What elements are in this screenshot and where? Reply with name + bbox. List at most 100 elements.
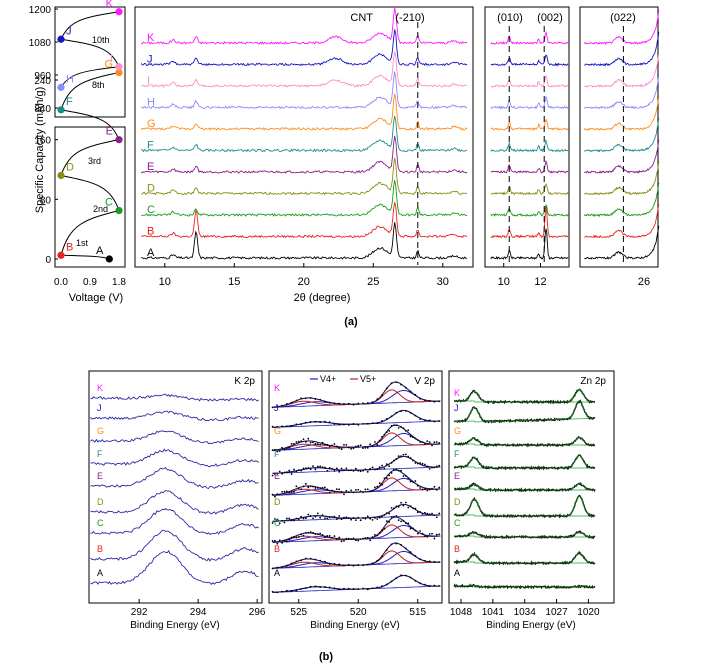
v-data-point (319, 487, 322, 490)
v-data-point (428, 533, 431, 535)
v-series-label: F (274, 449, 280, 459)
v-data-point (433, 400, 436, 403)
v-data-point (295, 560, 298, 563)
v-data-point (419, 530, 422, 532)
v-data-point (381, 420, 383, 422)
v-data-point (390, 516, 393, 518)
v-data-point (295, 517, 298, 520)
v-series-label: D (274, 497, 281, 507)
xrd-series-right-G (583, 96, 660, 131)
v-data-point (276, 405, 279, 407)
v-data-point (438, 441, 441, 444)
v-data-point (350, 518, 353, 521)
v-data-point (357, 564, 360, 566)
v-data-point (271, 493, 274, 496)
v-data-point (362, 537, 364, 540)
v-data-point (295, 399, 298, 402)
v-data-point (371, 489, 374, 492)
v-data-point (366, 515, 369, 518)
k-series-label: K (97, 383, 103, 393)
v-data-point (371, 587, 374, 590)
v-data-point (412, 459, 414, 462)
v-data-point (285, 471, 288, 474)
xrd-series-H (141, 71, 468, 110)
v-data-point (385, 549, 388, 551)
v-data-point (433, 466, 436, 469)
v-data-point (285, 425, 288, 428)
v-data-point (364, 537, 367, 539)
v-data-point (297, 440, 300, 443)
v-data-point (335, 467, 338, 470)
k-series-K (90, 393, 259, 402)
v-frame (268, 370, 443, 604)
v-data-point (416, 532, 419, 535)
v-data-point (390, 382, 393, 385)
v-data-point (345, 537, 348, 540)
v-data-point (271, 590, 274, 593)
v-data-point (388, 465, 391, 468)
v-data-point (343, 516, 345, 519)
v-data-point (388, 520, 391, 523)
v-data-point (300, 488, 303, 491)
v-data-point (414, 437, 417, 440)
zn-series-label: D (454, 497, 461, 507)
v-data-point (362, 491, 364, 494)
v-data-point (276, 425, 279, 428)
v-data-point (376, 518, 379, 520)
v-data-point (357, 539, 360, 542)
k-series-label: G (97, 426, 104, 436)
v-data-point (390, 580, 393, 583)
v-data-point (409, 480, 412, 483)
zn-fit (454, 552, 595, 564)
v-data-point (271, 425, 274, 428)
v-data-point (428, 399, 431, 402)
v-data-point (290, 590, 293, 592)
v-data-point (300, 440, 303, 443)
v-data-point (438, 512, 441, 515)
v-data-point (338, 488, 341, 491)
v-data-point (357, 516, 360, 519)
v-data-point (381, 464, 383, 467)
v-data-point (402, 520, 405, 522)
cd-point-label: J (66, 25, 72, 37)
cd-point-label: A (96, 245, 104, 257)
v-data-point (338, 563, 341, 566)
v-data-point (316, 487, 319, 489)
v-data-point (395, 542, 398, 545)
cd-ytick-label: 160 (34, 136, 51, 147)
cd-cycle-label: 2nd (93, 204, 108, 214)
v-data-point (428, 441, 431, 444)
v-legend-v5: V5+ (360, 374, 376, 384)
v-data-point (404, 547, 407, 550)
v-data-point (412, 480, 414, 483)
cd-point-label: I (110, 53, 113, 65)
v-data-point (293, 519, 295, 522)
v-data-point (340, 467, 343, 470)
v-data-point (281, 519, 283, 522)
v-data-point (388, 430, 391, 432)
v-series-label: K (274, 383, 280, 393)
v-data-point (409, 411, 412, 414)
zn-x-axis-label: Binding Energy (eV) (486, 620, 576, 631)
cd-point-E (115, 136, 123, 144)
cd-x-axis-label: Voltage (V) (69, 292, 123, 304)
v-data-point (397, 519, 400, 522)
v-series-label: J (274, 403, 279, 413)
xrd-series-C (140, 180, 468, 217)
v-data-point (331, 489, 333, 492)
v-data-point (324, 536, 326, 538)
v-data-point (404, 522, 407, 525)
v-data-point (435, 465, 438, 468)
v-data-point (271, 449, 274, 452)
v-data-point (414, 414, 417, 417)
v-data-point (302, 438, 305, 441)
v-data-point (395, 515, 398, 517)
cd-cycle-label: 3rd (88, 156, 101, 166)
v-data-point (340, 518, 343, 520)
v-data-point (347, 469, 350, 472)
zn-series-label: F (454, 449, 460, 459)
v-data-point (421, 441, 424, 443)
v-data-point (426, 465, 429, 468)
v-data-point (369, 443, 372, 446)
v-data-point (321, 533, 324, 536)
